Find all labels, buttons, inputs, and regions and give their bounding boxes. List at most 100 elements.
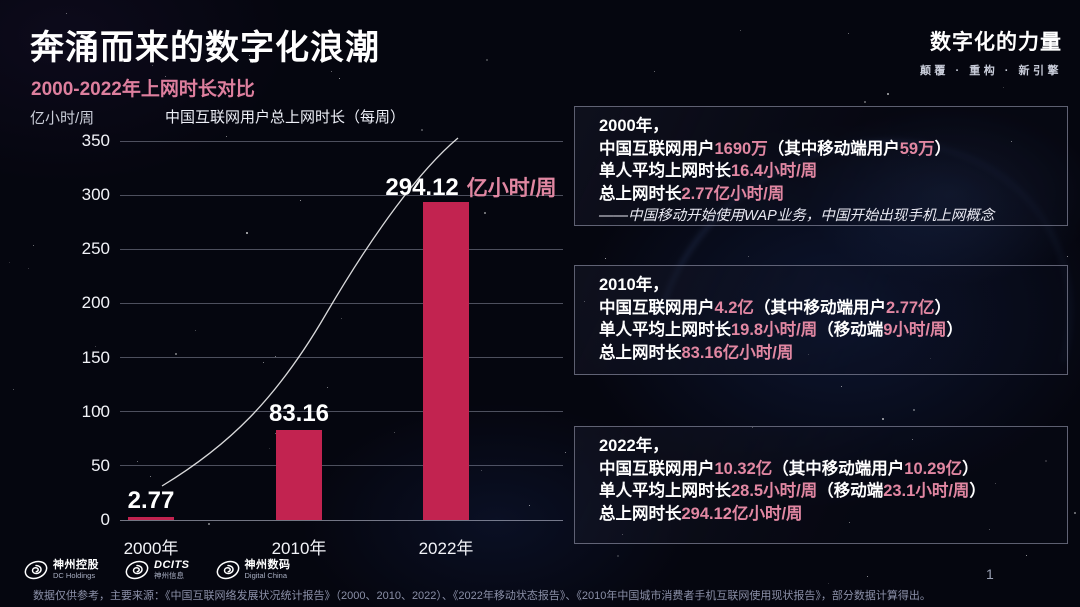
- star: [867, 576, 868, 577]
- bar: [423, 201, 469, 520]
- y-tick-label: 150: [81, 347, 110, 367]
- info-box-2022: 2022年， 中国互联网用户10.32亿（其中移动端用户10.29亿） 单人平均…: [574, 426, 1068, 544]
- text-run: ）: [962, 459, 979, 478]
- chart-title: 中国互联网用户总上网时长（每周）: [165, 109, 406, 126]
- text-run: 单人平均上网时长: [599, 482, 731, 500]
- highlight-run: 28.5小时/周: [731, 482, 818, 500]
- star: [341, 318, 342, 319]
- star: [1067, 256, 1068, 257]
- star: [208, 523, 210, 525]
- star: [486, 59, 488, 61]
- highlight-run: 83.16亿小时/周: [681, 343, 794, 362]
- text-run: ）: [946, 321, 963, 339]
- highlight-run: 10.32亿: [714, 459, 773, 478]
- star: [617, 555, 619, 557]
- text-run: 中国互联网用户: [599, 459, 715, 478]
- year-line: 2010年，: [599, 276, 669, 294]
- star: [841, 386, 842, 387]
- star: [150, 476, 151, 477]
- gridline: [120, 302, 563, 304]
- info-line: 总上网时长294.12亿小时/周: [599, 503, 1053, 526]
- text-run: ）: [934, 139, 952, 158]
- info-box-2000: 2000年， 中国互联网用户1690万（其中移动端用户59万） 单人平均上网时长…: [574, 106, 1068, 226]
- star: [605, 258, 606, 259]
- y-tick-label: 50: [91, 455, 110, 475]
- brand-tagline: 颠覆 · 重构 · 新引擎: [919, 65, 1062, 77]
- highlight-run: 16.4小时/周: [731, 162, 818, 180]
- info-line: 中国互联网用户10.32亿（其中移动端用户10.29亿）: [599, 458, 1053, 481]
- highlight-run: 23.1小时/周: [883, 482, 970, 500]
- star: [864, 101, 866, 103]
- star: [269, 448, 270, 449]
- footnote: 数据仅供参考，主要来源：《中国互联网络发展状况统计报告》（2000、2010、2…: [33, 590, 931, 602]
- x-tick-label: 2010年: [271, 539, 327, 558]
- note-line: ——中国移动开始使用WAP业务，中国开始出现手机上网概念: [599, 208, 995, 224]
- highlight-run: 59万: [899, 139, 935, 158]
- info-box-2010: 2010年， 中国互联网用户4.2亿（其中移动端用户2.77亿） 单人平均上网时…: [574, 265, 1068, 375]
- star: [394, 432, 395, 433]
- star: [9, 262, 10, 263]
- star: [529, 505, 530, 506]
- logo-name: DCITS: [154, 559, 190, 572]
- text-run: （其中移动端用户: [772, 459, 905, 478]
- logo-name: 神州数码: [244, 559, 291, 572]
- y-tick-label: 0: [100, 510, 110, 529]
- gridline: [120, 357, 563, 359]
- bar-value-label: 83.16: [269, 400, 329, 428]
- logo-text: 神州数码 Digital China: [245, 560, 291, 579]
- y-tick-label: 250: [81, 239, 110, 259]
- logo-subtitle: Digital China: [244, 570, 288, 580]
- highlight-run: 2.77亿小时/周: [681, 184, 785, 203]
- star: [33, 245, 34, 246]
- galaxy-icon: [216, 560, 239, 580]
- text-run: 中国互联网用户: [599, 298, 715, 317]
- page-number: 1: [986, 566, 994, 582]
- bar-value: 2.77: [127, 487, 175, 514]
- star: [848, 33, 849, 34]
- logo-subtitle: DC Holdings: [53, 570, 96, 580]
- gridline: [120, 248, 563, 250]
- galaxy-icon: [24, 560, 48, 580]
- year-line: 2000年，: [599, 117, 669, 135]
- text-run: （移动端: [817, 482, 884, 500]
- text-run: 总上网时长: [599, 343, 682, 362]
- page-title: 奔涌而来的数字化浪潮: [30, 29, 380, 67]
- star: [28, 268, 29, 269]
- y-tick-label: 200: [81, 293, 110, 313]
- star: [654, 71, 655, 72]
- year-line: 2022年，: [599, 437, 669, 455]
- text-run: 总上网时长: [599, 504, 682, 523]
- brand-title: 数字化的力量: [930, 31, 1062, 54]
- bar-value: 294.12: [385, 173, 459, 201]
- bar-value-label: 294.12 亿小时/周: [385, 172, 556, 202]
- highlight-run: 294.12亿小时/周: [681, 504, 803, 523]
- star: [913, 409, 915, 411]
- y-tick-label: 100: [81, 401, 110, 421]
- highlight-run: 19.8小时/周: [731, 321, 818, 339]
- logo-row: 神州控股 DC Holdings DCITS 神州信息 神州数码 Digital…: [24, 559, 291, 581]
- star: [300, 200, 301, 201]
- star: [421, 129, 423, 131]
- text-run: （其中移动端用户: [767, 139, 900, 158]
- y-tick-label: 350: [81, 131, 110, 150]
- bar: [128, 517, 174, 520]
- logo-name: 神州控股: [53, 559, 99, 572]
- info-line: 中国互联网用户1690万（其中移动端用户59万）: [599, 138, 1053, 161]
- star: [481, 470, 482, 471]
- text-run: （其中移动端用户: [753, 298, 886, 317]
- star: [1026, 555, 1027, 556]
- text-run: ）: [969, 482, 986, 500]
- gridline: [120, 519, 563, 521]
- logo-subtitle: 神州信息: [154, 570, 184, 580]
- gridline: [120, 140, 563, 142]
- x-tick-label: 2022年: [418, 539, 474, 558]
- star: [246, 232, 248, 234]
- gridline: [120, 465, 563, 467]
- star: [331, 71, 332, 72]
- text-run: ）: [934, 298, 952, 317]
- star: [740, 30, 741, 31]
- star: [327, 387, 328, 388]
- highlight-run: 9小时/周: [883, 321, 947, 339]
- star: [565, 452, 566, 453]
- star: [339, 78, 340, 79]
